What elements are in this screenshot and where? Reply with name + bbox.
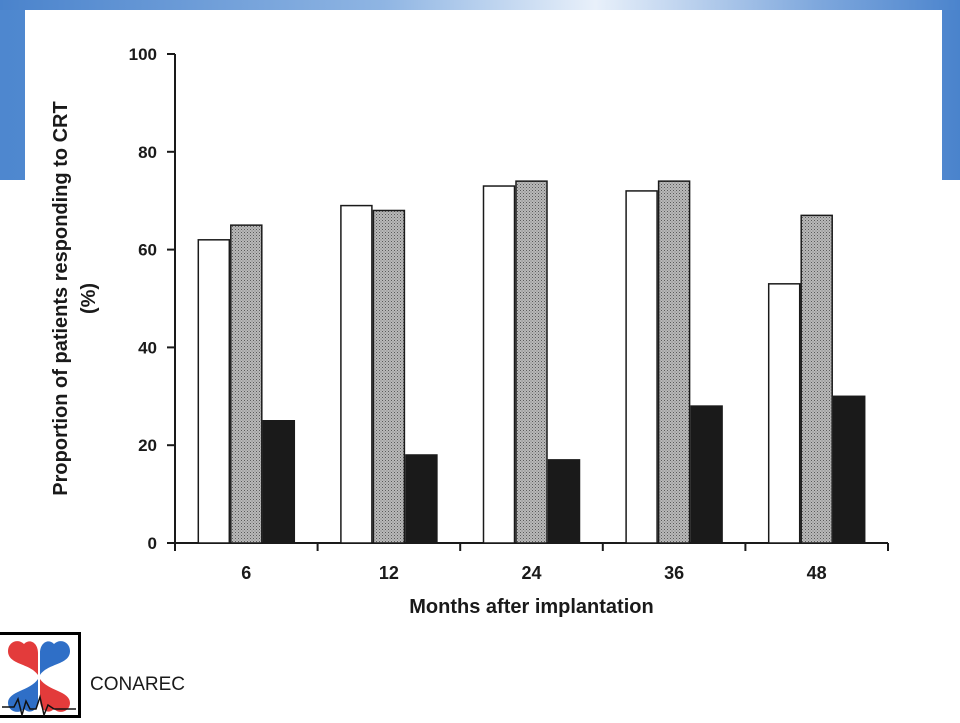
slide-footer: CONAREC [0,632,960,720]
y-axis: 0 20 40 60 80 100 [129,45,176,553]
bar-series-white-6 [197,239,231,544]
y-tick-label: 20 [138,436,157,455]
bar-series-black-6 [262,420,296,544]
bar-series-black-12 [405,454,438,544]
y-tick-label: 100 [129,45,157,64]
conarec-logo [0,632,81,718]
x-tick-label: 12 [379,563,399,583]
x-axis-title: Months after implantation [409,596,653,618]
bar-series-gray-48 [800,214,833,544]
y-tick-label: 60 [138,241,157,260]
bar-chart: 0 20 40 60 80 100 6 12 24 36 48 Months after impl… [50,45,889,618]
x-tick-label: 6 [241,563,251,583]
bar-series-white-24 [482,185,516,544]
bar-series-black-48 [832,395,866,544]
bar-series-black-24 [547,459,581,544]
x-tick-label: 24 [521,563,541,583]
bar-series-gray-24 [515,180,548,544]
y-tick-label: 40 [138,338,157,357]
bar-series-white-36 [625,190,658,544]
y-axis-title-unit: (%) [78,283,100,314]
x-tick-label: 36 [664,563,684,583]
slide-header-highlight [0,0,960,10]
bar-series-white-48 [767,283,801,544]
bars [197,180,866,544]
org-name: CONAREC [90,674,186,695]
bar-series-gray-36 [657,180,691,544]
x-axis: 6 12 24 36 48 [174,542,889,583]
bar-series-gray-12 [372,209,406,544]
y-tick-label: 0 [148,534,157,553]
x-tick-label: 48 [807,563,827,583]
bar-series-white-12 [340,204,373,544]
heart-logo-icon [2,641,76,718]
bar-series-gray-6 [230,224,263,544]
y-tick-label: 80 [138,143,157,162]
y-axis-title: Proportion of patients responding to CRT [50,101,72,495]
bar-series-black-36 [690,405,723,544]
chart-panel: 0 20 40 60 80 100 6 12 24 36 48 Months after impl… [25,10,942,630]
